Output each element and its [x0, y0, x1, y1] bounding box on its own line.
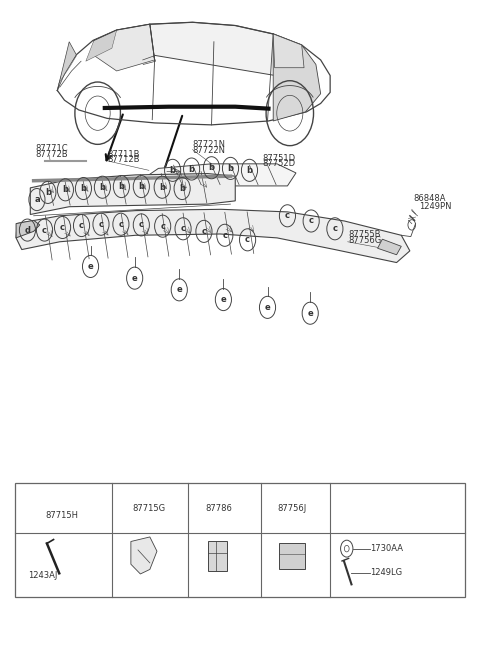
FancyBboxPatch shape — [14, 483, 466, 597]
Text: b: b — [189, 164, 194, 174]
Polygon shape — [273, 34, 304, 67]
Text: d: d — [24, 225, 30, 234]
Text: 87772B: 87772B — [35, 150, 68, 159]
Text: c: c — [332, 224, 337, 233]
Polygon shape — [16, 210, 410, 263]
Polygon shape — [273, 34, 321, 121]
Polygon shape — [208, 542, 227, 571]
Text: c: c — [192, 504, 196, 513]
Text: c: c — [222, 231, 228, 240]
Text: 1730AA: 1730AA — [371, 544, 404, 553]
Text: c: c — [202, 227, 206, 236]
Text: e: e — [264, 303, 270, 312]
Text: b: b — [179, 184, 185, 193]
Text: 87752D: 87752D — [263, 159, 296, 168]
Text: c: c — [160, 221, 165, 231]
Text: 87755B: 87755B — [348, 230, 381, 239]
Text: 87715H: 87715H — [46, 511, 78, 519]
Polygon shape — [378, 239, 401, 255]
Text: d: d — [263, 504, 269, 513]
Polygon shape — [30, 174, 235, 214]
Text: e: e — [132, 274, 138, 283]
Text: c: c — [98, 219, 104, 229]
Text: c: c — [180, 224, 186, 233]
Polygon shape — [16, 220, 40, 238]
Text: b: b — [138, 182, 144, 191]
Text: 87715G: 87715G — [132, 504, 166, 513]
Text: 87721N: 87721N — [192, 140, 226, 149]
Text: 87711B: 87711B — [107, 149, 140, 159]
Text: b: b — [247, 166, 252, 175]
Text: c: c — [60, 223, 65, 232]
Text: c: c — [42, 225, 47, 234]
Text: b: b — [169, 166, 176, 175]
Polygon shape — [131, 537, 157, 574]
Text: 1249PN: 1249PN — [420, 202, 452, 211]
Text: e: e — [339, 504, 345, 513]
Text: c: c — [79, 221, 84, 230]
Text: e: e — [88, 262, 94, 271]
Text: b: b — [62, 185, 69, 195]
Polygon shape — [149, 164, 296, 186]
Text: b: b — [159, 183, 165, 192]
Polygon shape — [279, 544, 305, 569]
Text: 87751D: 87751D — [263, 153, 296, 162]
Text: c: c — [245, 235, 250, 244]
Text: a: a — [34, 195, 40, 204]
Polygon shape — [93, 24, 155, 71]
Text: 87722N: 87722N — [192, 146, 226, 155]
Text: b: b — [81, 184, 86, 193]
Text: e: e — [176, 286, 182, 294]
Text: b: b — [45, 188, 51, 197]
Text: 87786: 87786 — [205, 504, 232, 513]
Text: b: b — [208, 163, 215, 172]
Text: b: b — [118, 504, 124, 513]
Text: c: c — [119, 219, 123, 229]
Text: 1249LG: 1249LG — [371, 568, 403, 577]
Text: b: b — [99, 183, 106, 192]
Text: 87756G: 87756G — [348, 236, 382, 245]
Text: 86848A: 86848A — [413, 194, 445, 203]
Text: a: a — [27, 504, 33, 513]
Text: c: c — [309, 217, 313, 225]
Text: 87756J: 87756J — [277, 504, 306, 513]
Polygon shape — [57, 42, 76, 90]
Text: 87771C: 87771C — [35, 145, 68, 153]
Text: c: c — [285, 212, 290, 220]
Text: c: c — [139, 220, 144, 229]
Text: e: e — [307, 309, 313, 318]
Text: b: b — [119, 182, 124, 191]
Text: b: b — [228, 164, 233, 173]
Text: 1243AJ: 1243AJ — [28, 571, 57, 580]
Text: e: e — [220, 295, 226, 304]
Polygon shape — [86, 30, 117, 61]
Polygon shape — [112, 22, 306, 81]
Text: 87712B: 87712B — [107, 155, 140, 164]
